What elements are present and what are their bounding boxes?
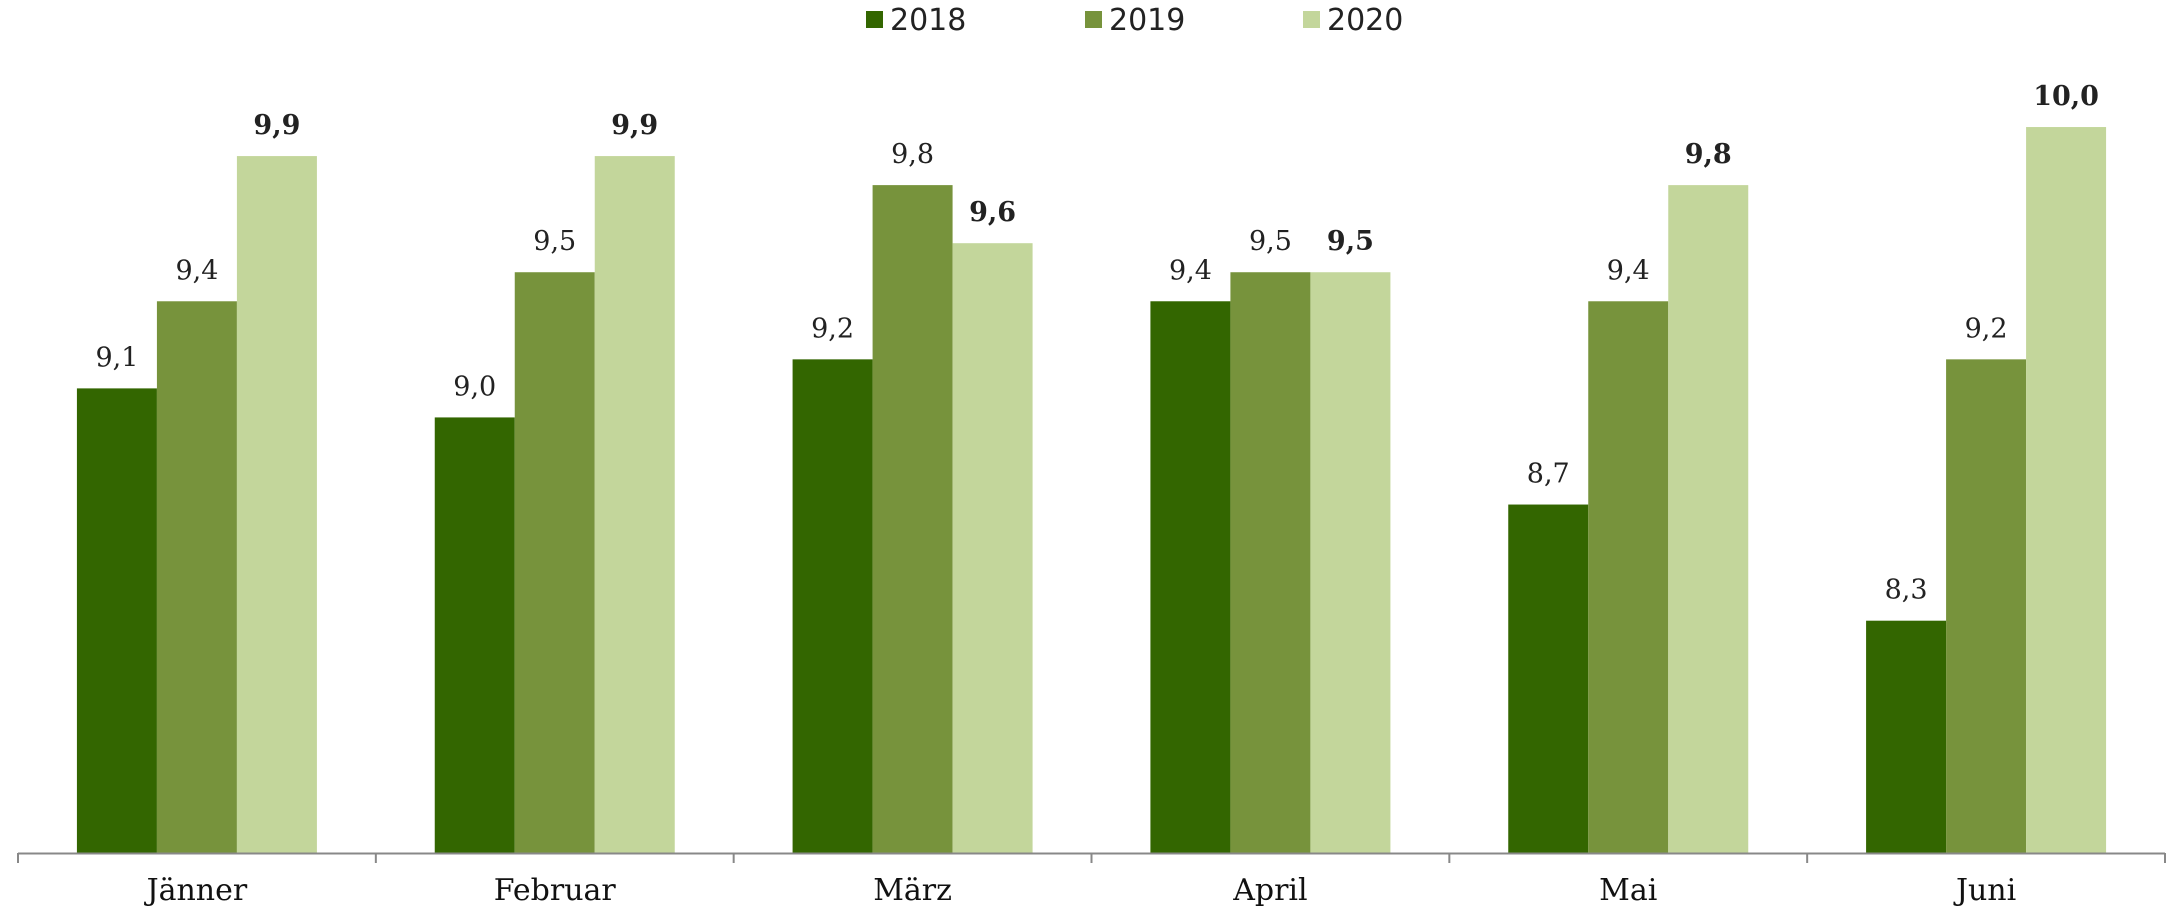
bar-2018-4 — [1508, 504, 1589, 853]
legend-swatch-2020 — [1303, 11, 1320, 28]
legend-swatch-2018 — [866, 11, 883, 28]
data-label-2019-1: 9,5 — [533, 226, 576, 257]
data-label-2019-4: 9,4 — [1607, 255, 1650, 286]
data-label-2020-2: 9,6 — [969, 197, 1016, 228]
bar-2019-5 — [1946, 359, 2027, 853]
data-label-2020-1: 9,9 — [611, 110, 658, 141]
bar-2019-3 — [1230, 272, 1311, 853]
bar-2020-5 — [2026, 127, 2107, 854]
bar-2018-3 — [1150, 301, 1231, 853]
bar-2020-0 — [236, 156, 317, 854]
data-label-2020-0: 9,9 — [253, 110, 300, 141]
data-label-2018-1: 9,0 — [453, 371, 496, 402]
x-tick-label-5: Juni — [1953, 873, 2016, 907]
data-label-group: 9,1 9,4 9,9 9,0 9,5 9,9 9,2 9,8 9,6 9,4 9,5 9,5 8,7 9… — [95, 81, 2099, 606]
data-label-2018-3: 9,4 — [1169, 255, 1212, 286]
data-label-2019-2: 9,8 — [891, 139, 934, 170]
bar-2018-0 — [76, 388, 157, 853]
bar-2018-5 — [1866, 620, 1947, 853]
data-label-2019-0: 9,4 — [175, 255, 218, 286]
data-label-2020-3: 9,5 — [1327, 226, 1374, 257]
legend-label-2018: 2018 — [890, 3, 966, 38]
chart-legend: 2018 2019 2020 — [866, 3, 1403, 38]
bar-2019-1 — [514, 272, 595, 853]
data-label-2018-0: 9,1 — [95, 342, 138, 373]
data-label-2019-5: 9,2 — [1965, 313, 2008, 344]
bar-2020-4 — [1668, 185, 1749, 854]
data-label-2019-3: 9,5 — [1249, 226, 1292, 257]
x-tick-label-4: Mai — [1599, 873, 1657, 907]
data-label-2020-4: 9,8 — [1685, 139, 1732, 170]
data-label-2018-2: 9,2 — [811, 313, 854, 344]
bar-2019-0 — [156, 301, 237, 853]
x-axis: Jänner Februar März April Mai Juni — [17, 852, 2166, 907]
legend-label-2019: 2019 — [1109, 3, 1185, 38]
legend-label-2020: 2020 — [1327, 3, 1403, 38]
bar-2019-2 — [872, 185, 953, 854]
bar-2019-4 — [1588, 301, 1669, 853]
x-tick-label-2: März — [873, 873, 952, 907]
bar-2018-2 — [792, 359, 873, 853]
bar-2020-1 — [594, 156, 675, 854]
x-tick-label-0: Jänner — [144, 873, 248, 907]
data-label-2018-4: 8,7 — [1527, 459, 1570, 490]
bar-group — [76, 127, 2107, 854]
bar-2020-2 — [952, 243, 1033, 853]
x-tick-label-3: April — [1232, 873, 1307, 907]
data-label-2020-5: 10,0 — [2033, 81, 2099, 112]
x-tick-label-1: Februar — [494, 873, 617, 907]
bar-2020-3 — [1310, 272, 1391, 853]
legend-swatch-2019 — [1085, 11, 1102, 28]
data-label-2018-5: 8,3 — [1885, 575, 1928, 606]
bar-2018-1 — [434, 417, 515, 853]
